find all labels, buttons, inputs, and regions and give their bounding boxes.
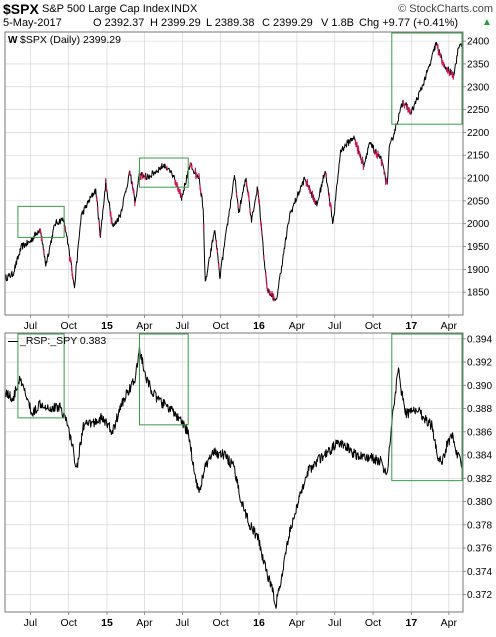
x-tick-label: Apr <box>289 617 306 629</box>
y-tick-label: 2400 <box>467 37 490 48</box>
y-tick-label: 1950 <box>467 242 490 253</box>
x-tick-label: Apr <box>441 617 458 629</box>
x-tick-label: Jul <box>24 617 37 629</box>
y-tick-label: 2250 <box>467 105 490 116</box>
chart-header: $SPX S&P 500 Large Cap Index INDX © Stoc… <box>0 0 496 32</box>
y-tick-label: 2150 <box>467 151 490 162</box>
x-tick-label: Oct <box>365 617 381 629</box>
highlight-box-2 <box>138 157 189 188</box>
y-tick-label: 0.380 <box>467 497 492 508</box>
index-name: S&P 500 Large Cap Index <box>42 3 170 15</box>
volume-value: V 1.8B <box>321 17 355 29</box>
x-tick-label: Oct <box>213 617 229 629</box>
candle-style-icon: W <box>8 35 18 46</box>
highlight-box-1 <box>17 205 65 238</box>
y-tick-label: 0.388 <box>467 404 492 415</box>
y-tick-label: 2350 <box>467 59 490 70</box>
y-tick-label: 0.386 <box>467 427 492 438</box>
y-tick-label: 2200 <box>467 128 490 139</box>
x-tick-label: 15 <box>101 617 113 629</box>
highlight-box-3 <box>391 333 463 482</box>
legend-label: $SPX (Daily) 2399.29 <box>20 34 121 46</box>
x-tick-label: 17 <box>406 617 418 629</box>
x-tick-label: 17 <box>406 320 418 332</box>
x-tick-label: Apr <box>441 320 458 332</box>
line-style-icon: — <box>8 336 18 347</box>
plot-frame <box>4 332 464 613</box>
y-tick-label: 0.372 <box>467 590 492 601</box>
panel-legend: W $SPX (Daily) 2399.29 <box>8 34 121 46</box>
x-tick-label: 16 <box>253 617 265 629</box>
spx-price-line <box>4 41 464 301</box>
x-tick-label: 15 <box>101 320 113 332</box>
down-day-bars <box>39 43 454 302</box>
y-tick-label: 0.382 <box>467 474 492 485</box>
x-tick-label: Jul <box>24 320 37 332</box>
highlight-box-1 <box>17 333 65 419</box>
y-tick-label: 1900 <box>467 265 490 276</box>
rsp-spy-ratio-line <box>4 345 464 609</box>
y-tick-label: 0.378 <box>467 520 492 531</box>
chart-panel-1: 1850 1900 1950 2000 2050 2100 2150 2200 2250 2300… <box>4 31 490 332</box>
x-tick-label: Oct <box>61 320 77 332</box>
y-tick-label: 2300 <box>467 82 490 93</box>
x-tick-label: Jul <box>328 617 341 629</box>
y-tick-label: 0.390 <box>467 381 492 392</box>
y-tick-label: 2050 <box>467 196 490 207</box>
low-value: L 2389.38 <box>206 17 255 29</box>
highlight-box-2 <box>138 333 189 426</box>
open-value: O 2392.37 <box>93 17 145 29</box>
y-tick-label: 1850 <box>467 288 490 299</box>
highlight-box-3 <box>391 32 463 125</box>
x-tick-label: Oct <box>61 617 77 629</box>
x-tick-label: Apr <box>289 320 306 332</box>
ticker-symbol: $SPX <box>3 1 39 17</box>
high-value: H 2399.29 <box>150 17 201 29</box>
y-tick-label: 0.394 <box>467 334 492 345</box>
change-value: Chg +9.77 (+0.41%) <box>359 17 459 29</box>
y-tick-label: 0.374 <box>467 567 492 578</box>
chart-panel-2: 0.372 0.374 0.376 0.378 0.380 0.382 0.384 0.386… <box>4 332 492 629</box>
x-tick-label: 16 <box>253 320 265 332</box>
watermark: © StockCharts.com <box>398 3 493 15</box>
y-tick-label: 2000 <box>467 219 490 230</box>
quote-date: 5-May-2017 <box>3 17 62 29</box>
y-tick-label: 0.384 <box>467 451 492 462</box>
x-tick-label: Oct <box>213 320 229 332</box>
y-tick-label: 0.376 <box>467 544 492 555</box>
x-tick-label: Jul <box>328 320 341 332</box>
plot-frame <box>4 31 464 316</box>
x-tick-label: Jul <box>176 617 189 629</box>
up-arrow-icon: ▲ <box>482 17 492 28</box>
x-tick-label: Apr <box>136 617 153 629</box>
close-value: C 2399.29 <box>262 17 313 29</box>
x-tick-label: Jul <box>176 320 189 332</box>
exchange-label: INDX <box>171 3 198 15</box>
x-tick-label: Apr <box>136 320 153 332</box>
y-tick-label: 2100 <box>467 174 490 185</box>
y-tick-label: 0.392 <box>467 358 492 369</box>
panel-legend: — _RSP:_SPY 0.383 <box>8 335 106 347</box>
legend-label: _RSP:_SPY 0.383 <box>19 335 106 347</box>
x-tick-label: Oct <box>365 320 381 332</box>
